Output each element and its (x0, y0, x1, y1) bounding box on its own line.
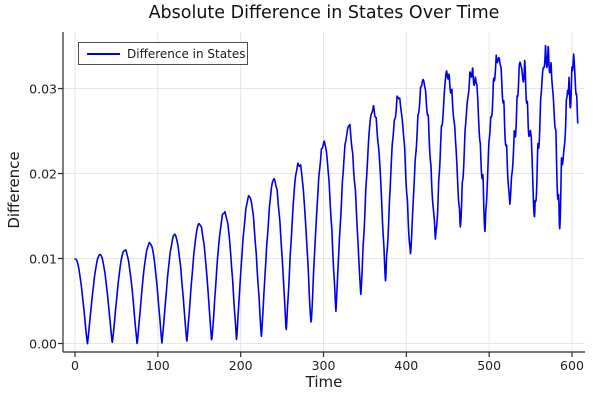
y-tick-label: 0.02 (29, 166, 57, 181)
chart-title: Absolute Difference in States Over Time (148, 3, 500, 23)
difference-series-line (74, 44, 579, 345)
x-tick-label: 400 (394, 358, 419, 373)
y-tick-label: 0.01 (29, 251, 57, 266)
x-tick-label: 200 (228, 358, 253, 373)
legend-line-sample (87, 52, 120, 55)
y-tick-label: 0.00 (29, 336, 57, 351)
y-tick-label: 0.03 (29, 81, 57, 97)
legend: Difference in States (78, 42, 248, 65)
x-axis-label: Time (305, 373, 343, 391)
x-tick-label: 0 (71, 358, 79, 373)
x-tick-label: 600 (560, 358, 584, 373)
x-tick-label: 100 (145, 358, 170, 373)
x-tick-label: 300 (311, 358, 336, 373)
x-tick-label: 500 (477, 358, 502, 373)
legend-label: Difference in States (127, 46, 246, 61)
